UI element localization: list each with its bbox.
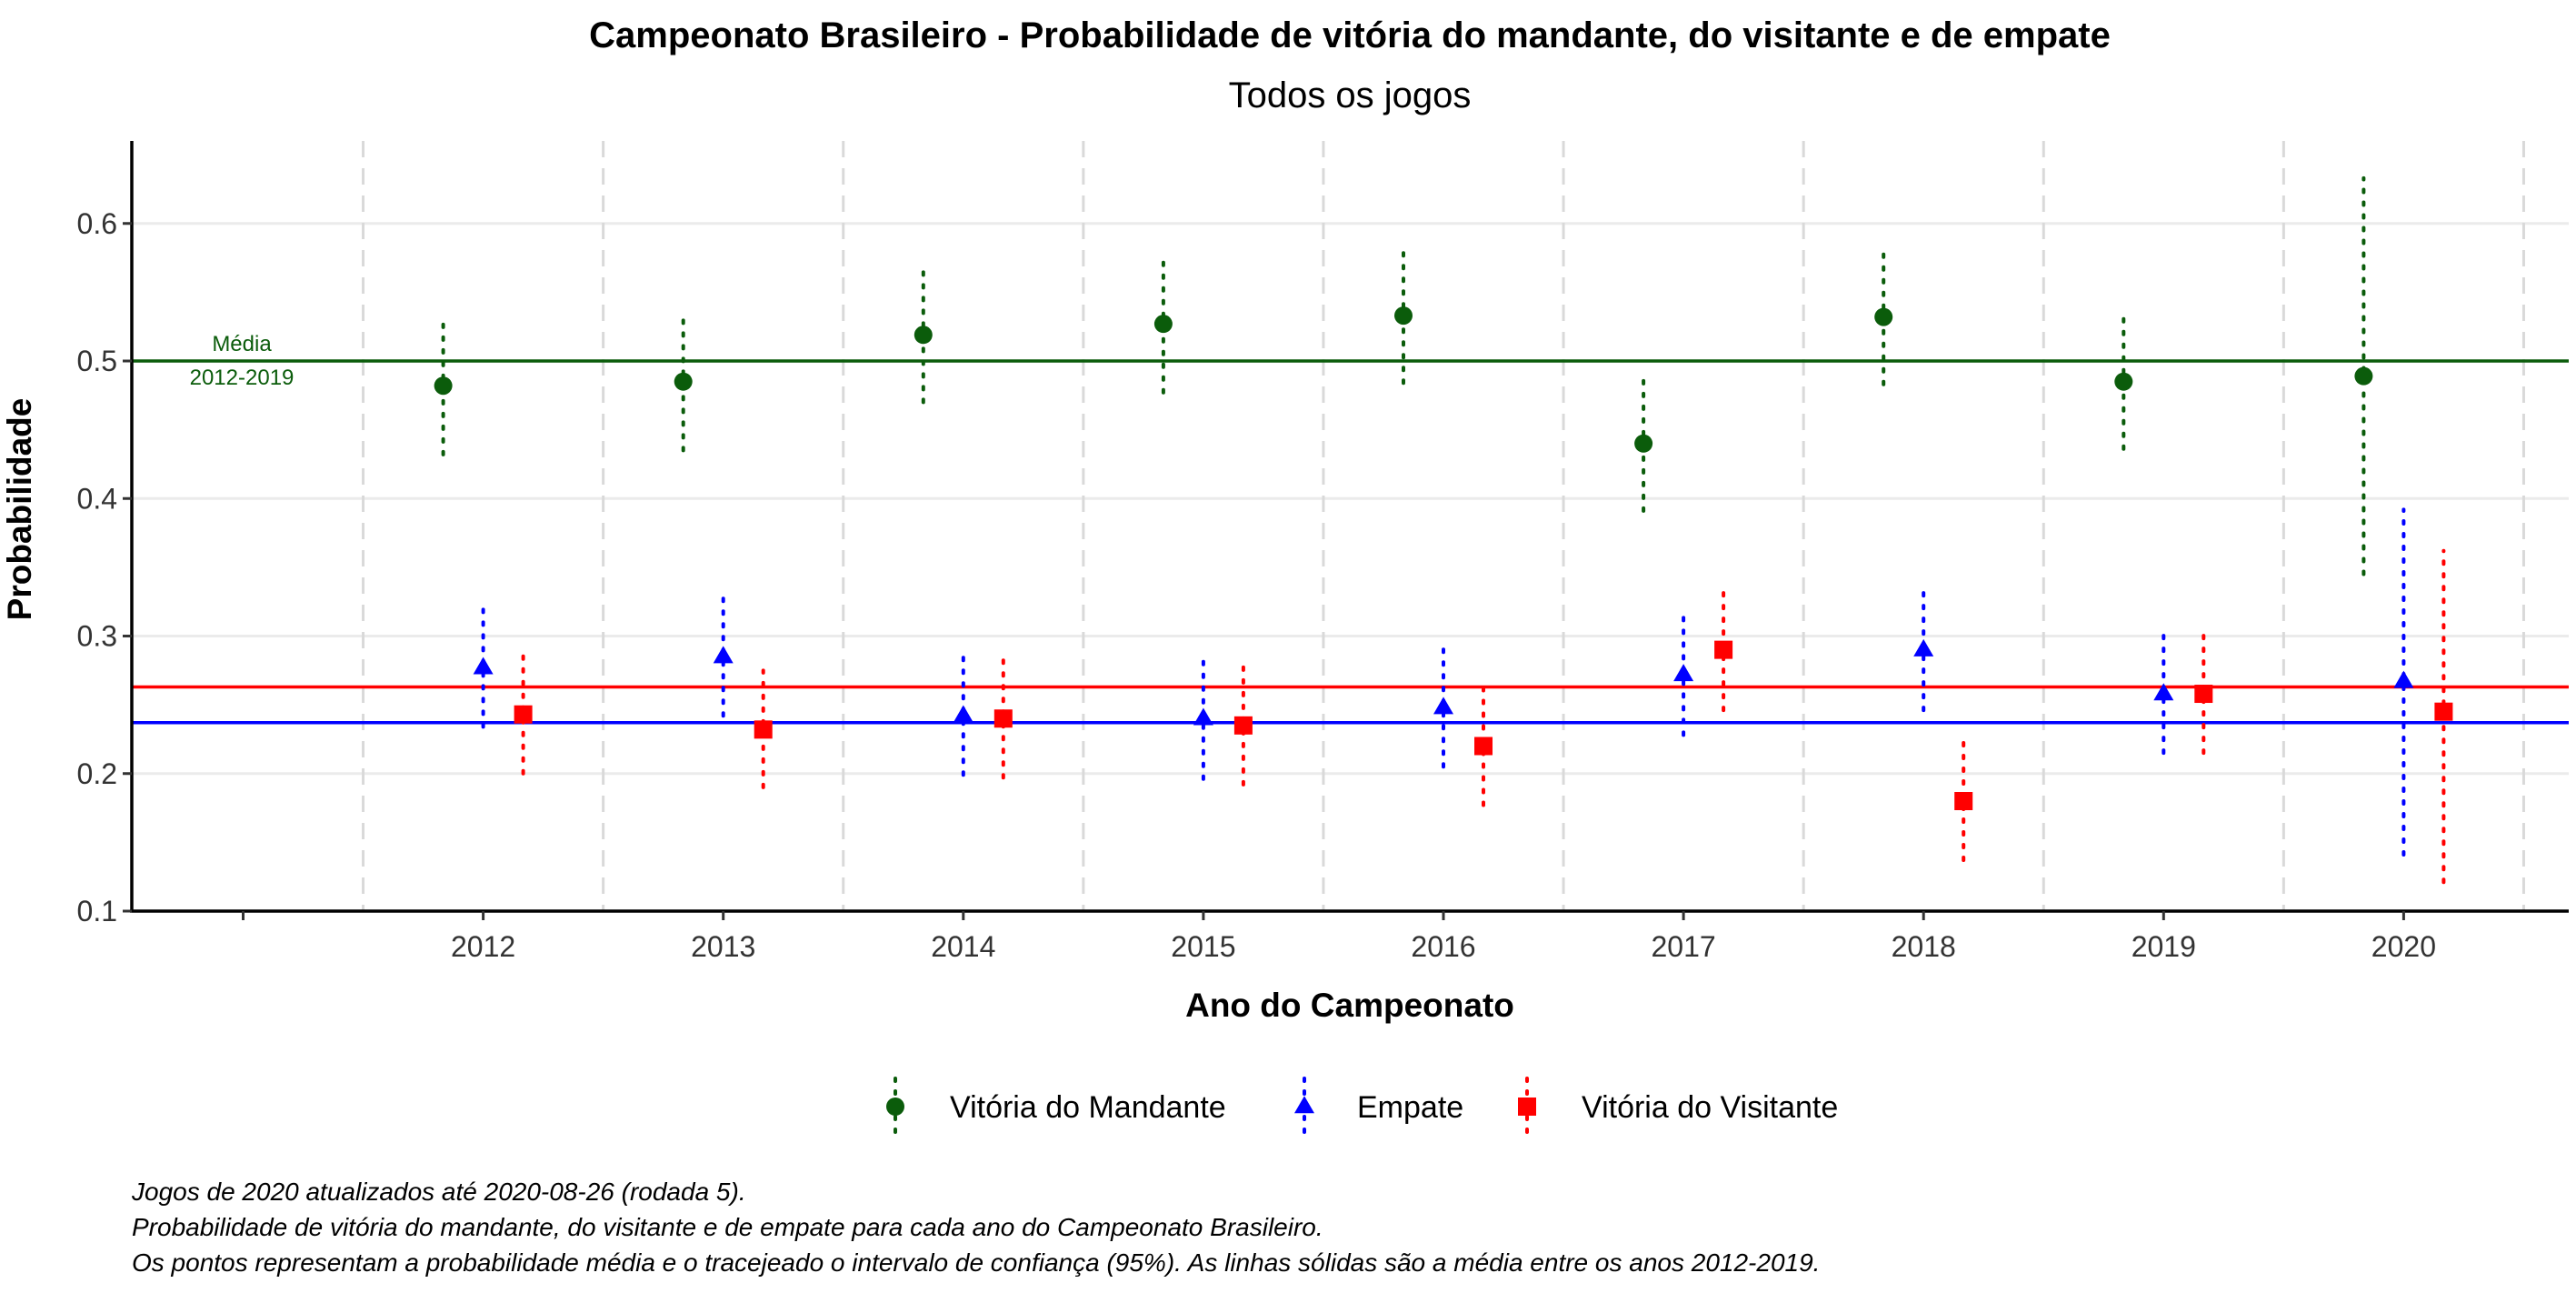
data-point [2194, 685, 2213, 704]
data-point [473, 657, 494, 675]
x-tick-label: 2020 [2371, 930, 2436, 963]
x-tick-label: 2018 [1892, 930, 1956, 963]
y-tick-label: 0.4 [77, 482, 117, 515]
legend-item: Vitória do Mandante [886, 1077, 1226, 1137]
data-point [2434, 702, 2453, 721]
y-tick-label: 0.2 [77, 757, 117, 790]
data-point [1433, 697, 1453, 715]
data-point [514, 705, 533, 724]
x-tick-label: 2017 [1652, 930, 1716, 963]
data-point [434, 376, 453, 396]
data-point [1874, 307, 1893, 326]
legend-marker [1518, 1098, 1536, 1116]
y-tick-label: 0.3 [77, 620, 117, 653]
data-point [2114, 372, 2133, 391]
data-point [1714, 640, 1733, 659]
data-point [713, 646, 734, 664]
legend-marker [1294, 1096, 1314, 1114]
data-point [1153, 315, 1173, 334]
data-point [914, 326, 933, 345]
data-point [953, 705, 973, 723]
data-point [993, 709, 1013, 728]
mean-annotation-line1: Média [212, 332, 272, 356]
y-tick-label: 0.6 [77, 207, 117, 240]
legend-marker [886, 1098, 904, 1116]
series-group [514, 548, 2453, 885]
data-point [1913, 638, 1934, 657]
legend-label: Vitória do Mandante [950, 1090, 1226, 1125]
x-tick-label: 2016 [1411, 930, 1475, 963]
x-tick-label: 2013 [691, 930, 755, 963]
legend: Vitória do Mandante Empate Vitória do Visi… [886, 1077, 1838, 1137]
y-tick-label: 0.1 [77, 895, 117, 927]
data-point [2393, 670, 2414, 688]
data-point [1193, 707, 1213, 726]
data-point [754, 720, 773, 739]
caption-line-1: Jogos de 2020 atualizados até 2020-08-26… [131, 1178, 746, 1206]
mean-annotation-line2: 2012-2019 [190, 366, 295, 390]
data-point [1954, 792, 1973, 810]
legend-label: Vitória do Visitante [1582, 1090, 1838, 1125]
data-point [1233, 716, 1253, 735]
caption-line-2: Probabilidade de vitória do mandante, do… [132, 1213, 1323, 1241]
data-point [1474, 737, 1493, 756]
data-point [2354, 366, 2373, 386]
data-layer [434, 175, 2453, 885]
caption-line-3: Os pontos representam a probabilidade mé… [132, 1248, 1820, 1277]
y-tick-label: 0.5 [77, 345, 117, 377]
x-axis-title: Ano do Campeonato [1185, 987, 1514, 1024]
legend-item: Vitória do Visitante [1518, 1077, 1838, 1137]
series-group [434, 175, 2373, 576]
axes: 0.1 0.2 0.3 0.4 0.5 0.6 2012 2013 2014 2015 2016 20… [77, 141, 2569, 963]
data-point [1634, 434, 1653, 453]
x-tick-label: 2019 [2132, 930, 2196, 963]
reference-lines [132, 359, 2569, 725]
x-tick-label: 2014 [931, 930, 995, 963]
data-point [674, 372, 693, 391]
legend-label: Empate [1357, 1090, 1463, 1125]
chart-title: Campeonato Brasileiro - Probabilidade de… [589, 15, 2111, 55]
data-point [1673, 664, 1694, 682]
chart-subtitle: Todos os jogos [1229, 75, 1472, 115]
series-group [473, 507, 2414, 857]
data-point [1394, 306, 1413, 326]
legend-item: Empate [1294, 1077, 1463, 1137]
data-point [2153, 683, 2174, 701]
x-tick-label: 2012 [451, 930, 515, 963]
grid [132, 141, 2569, 913]
x-tick-label: 2015 [1171, 930, 1235, 963]
y-axis-title: Probabilidade [1, 398, 38, 621]
